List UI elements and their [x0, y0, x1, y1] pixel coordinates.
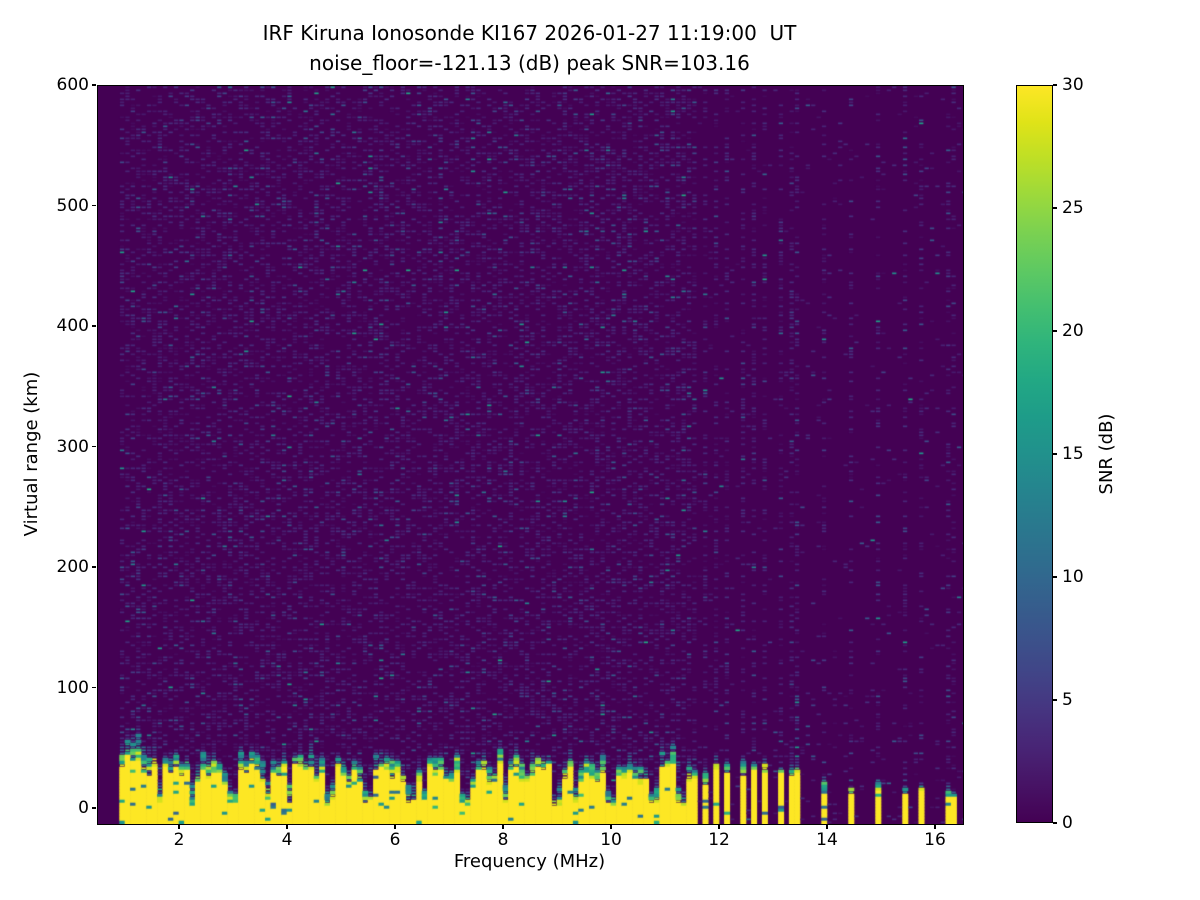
y-axis-label: Virtual range (km)	[21, 371, 42, 537]
x-tick-mark	[934, 824, 936, 829]
x-tick-mark	[394, 824, 396, 829]
cb-tick-mark	[1053, 453, 1057, 455]
ionogram-heatmap-canvas	[98, 86, 963, 824]
x-tick-mark	[286, 824, 288, 829]
x-tick-label: 16	[924, 830, 946, 850]
x-tick-label: 10	[600, 830, 622, 850]
x-tick-label: 6	[389, 830, 401, 850]
x-axis-label: Frequency (MHz)	[453, 851, 606, 872]
x-tick-mark	[826, 824, 828, 829]
x-tick-label: 12	[708, 830, 730, 850]
cb-tick-mark	[1053, 576, 1057, 578]
y-tick-label: 0	[78, 798, 89, 819]
y-tick-label: 500	[56, 195, 89, 216]
y-tick-label: 600	[56, 75, 89, 95]
colorbar-label: SNR (dB)	[1096, 413, 1117, 495]
x-tick-mark	[610, 824, 612, 829]
x-tick-mark	[502, 824, 504, 829]
y-tick-mark	[91, 325, 96, 327]
y-tick-label: 100	[56, 677, 89, 698]
colorbar	[1016, 85, 1053, 823]
y-tick-mark	[91, 686, 96, 689]
x-tick-label: 2	[173, 830, 185, 850]
cb-tick-label: 25	[1062, 198, 1084, 218]
cb-tick-label: 30	[1062, 75, 1084, 95]
y-tick-mark	[91, 84, 96, 86]
y-tick-mark	[91, 566, 96, 568]
cb-tick-label: 0	[1062, 813, 1073, 833]
cb-tick-label: 5	[1062, 690, 1073, 710]
cb-tick-mark	[1053, 699, 1057, 701]
y-tick-mark	[91, 445, 96, 448]
chart-subtitle: noise_floor=-121.13 (dB) peak SNR=103.16	[309, 51, 750, 75]
x-tick-label: 4	[281, 830, 293, 850]
y-tick-label: 400	[56, 316, 89, 337]
cb-tick-mark	[1053, 822, 1057, 824]
cb-tick-label: 10	[1062, 567, 1084, 587]
y-tick-mark	[91, 204, 96, 207]
cb-tick-label: 15	[1062, 444, 1084, 464]
chart-title: IRF Kiruna Ionosonde KI167 2026-01-27 11…	[262, 21, 797, 45]
cb-tick-mark	[1053, 84, 1057, 86]
cb-tick-label: 20	[1062, 321, 1084, 341]
x-tick-label: 14	[816, 830, 838, 850]
y-tick-label: 200	[56, 557, 89, 578]
cb-tick-mark	[1053, 207, 1057, 209]
cb-tick-mark	[1053, 330, 1057, 332]
x-tick-mark	[178, 824, 180, 829]
x-tick-mark	[718, 824, 720, 829]
y-tick-mark	[91, 807, 96, 809]
y-tick-label: 300	[56, 436, 89, 457]
heatmap-plot-area	[97, 85, 964, 825]
x-tick-label: 8	[497, 830, 509, 850]
